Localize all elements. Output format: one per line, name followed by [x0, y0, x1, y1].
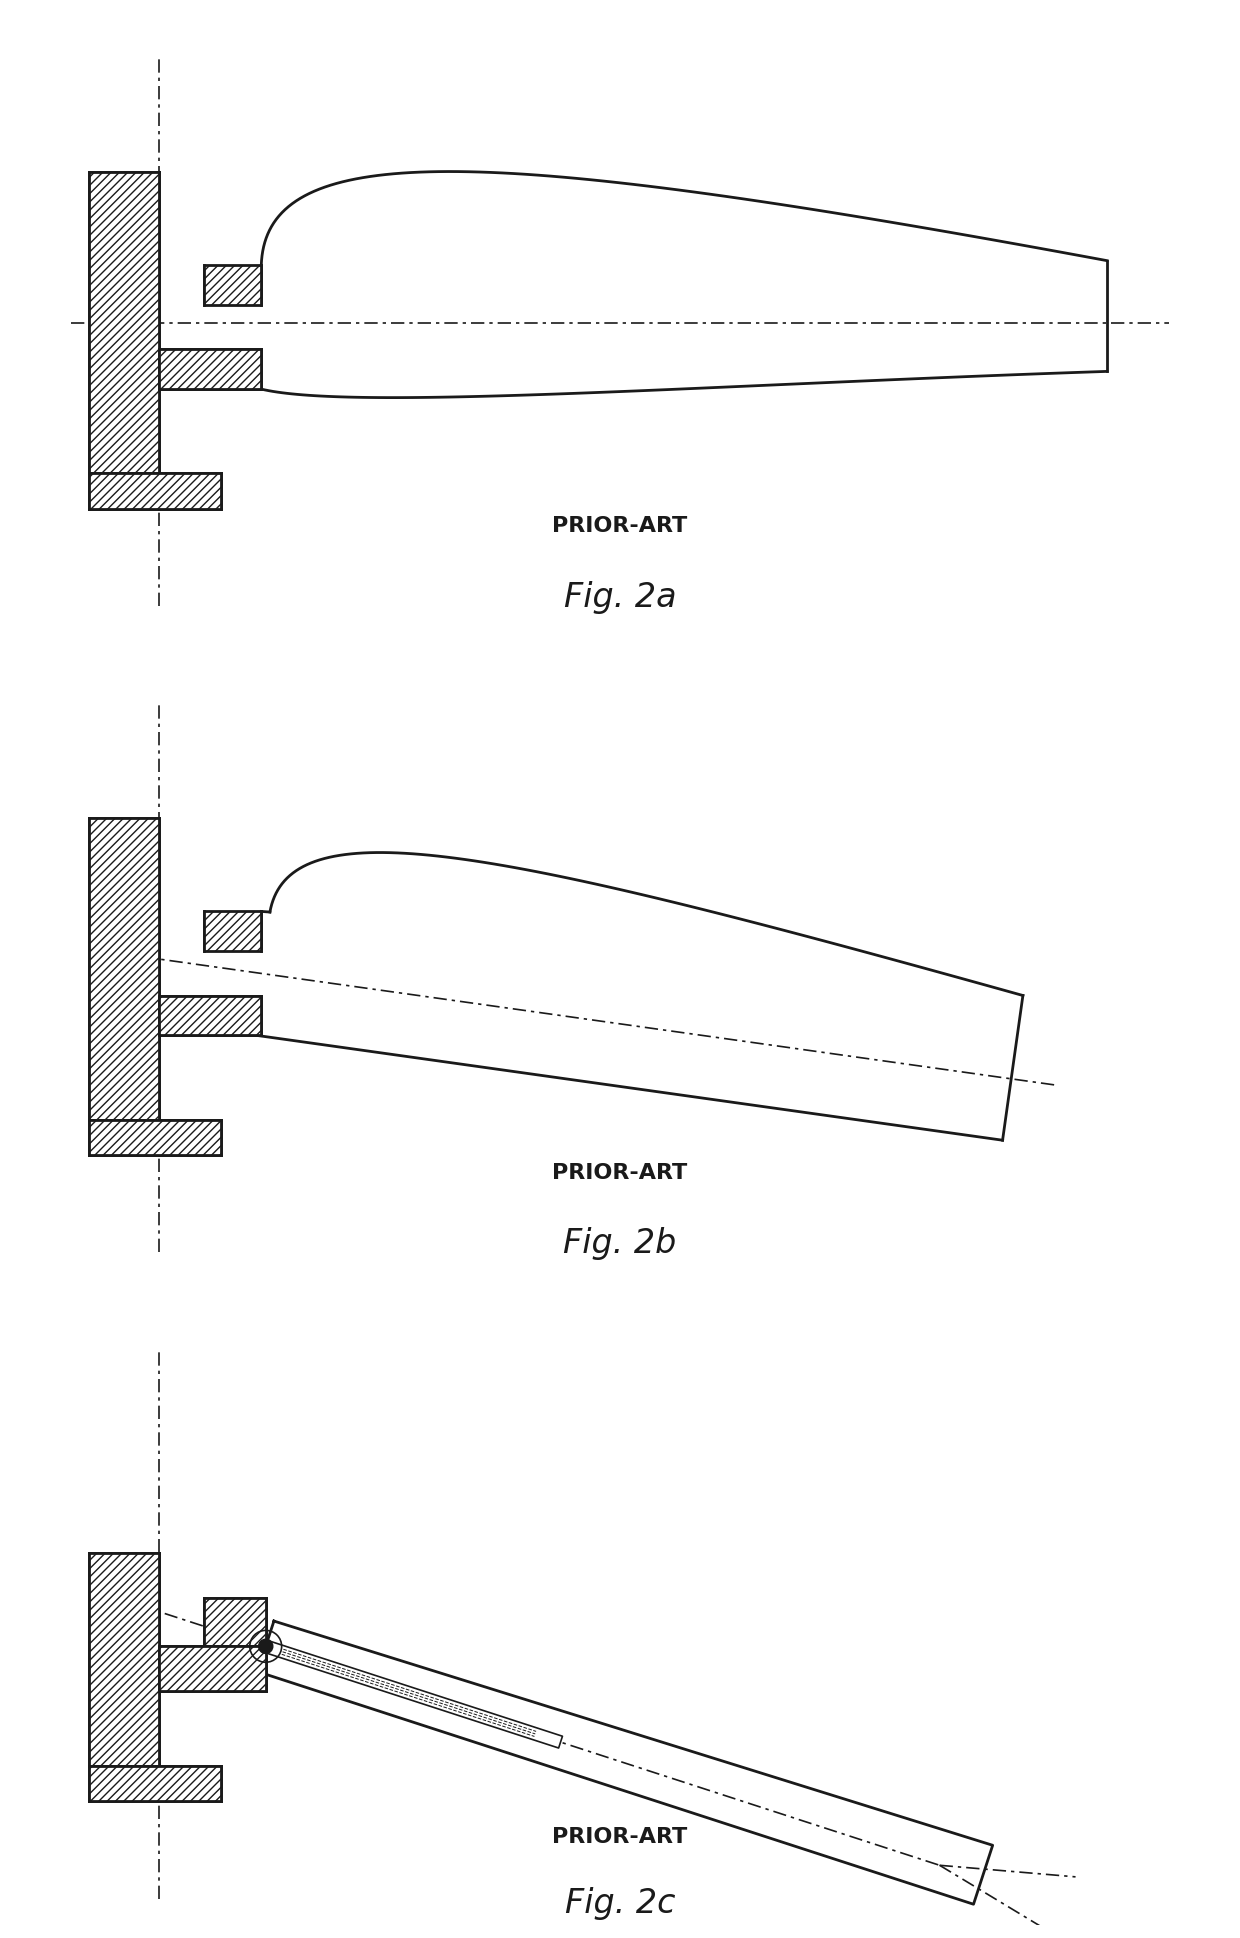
- Bar: [88, 818, 160, 1120]
- Bar: [203, 1597, 265, 1645]
- Text: Fig. 2b: Fig. 2b: [563, 1227, 677, 1260]
- Polygon shape: [253, 853, 1023, 1140]
- Polygon shape: [264, 1640, 563, 1748]
- Bar: [88, 1766, 222, 1800]
- Bar: [203, 266, 262, 304]
- Polygon shape: [258, 1620, 993, 1905]
- Bar: [88, 1120, 222, 1155]
- Text: PRIOR-ART: PRIOR-ART: [552, 1163, 688, 1182]
- Bar: [88, 172, 160, 473]
- Bar: [160, 996, 262, 1035]
- Text: PRIOR-ART: PRIOR-ART: [552, 1828, 688, 1847]
- Text: PRIOR-ART: PRIOR-ART: [552, 516, 688, 537]
- Bar: [160, 1645, 265, 1690]
- Bar: [160, 349, 262, 390]
- Text: Fig. 2c: Fig. 2c: [564, 1888, 676, 1921]
- Bar: [88, 473, 222, 508]
- Circle shape: [259, 1640, 273, 1653]
- Bar: [203, 911, 262, 952]
- Bar: [88, 1554, 160, 1766]
- Polygon shape: [262, 172, 1107, 397]
- Text: Fig. 2a: Fig. 2a: [564, 581, 676, 614]
